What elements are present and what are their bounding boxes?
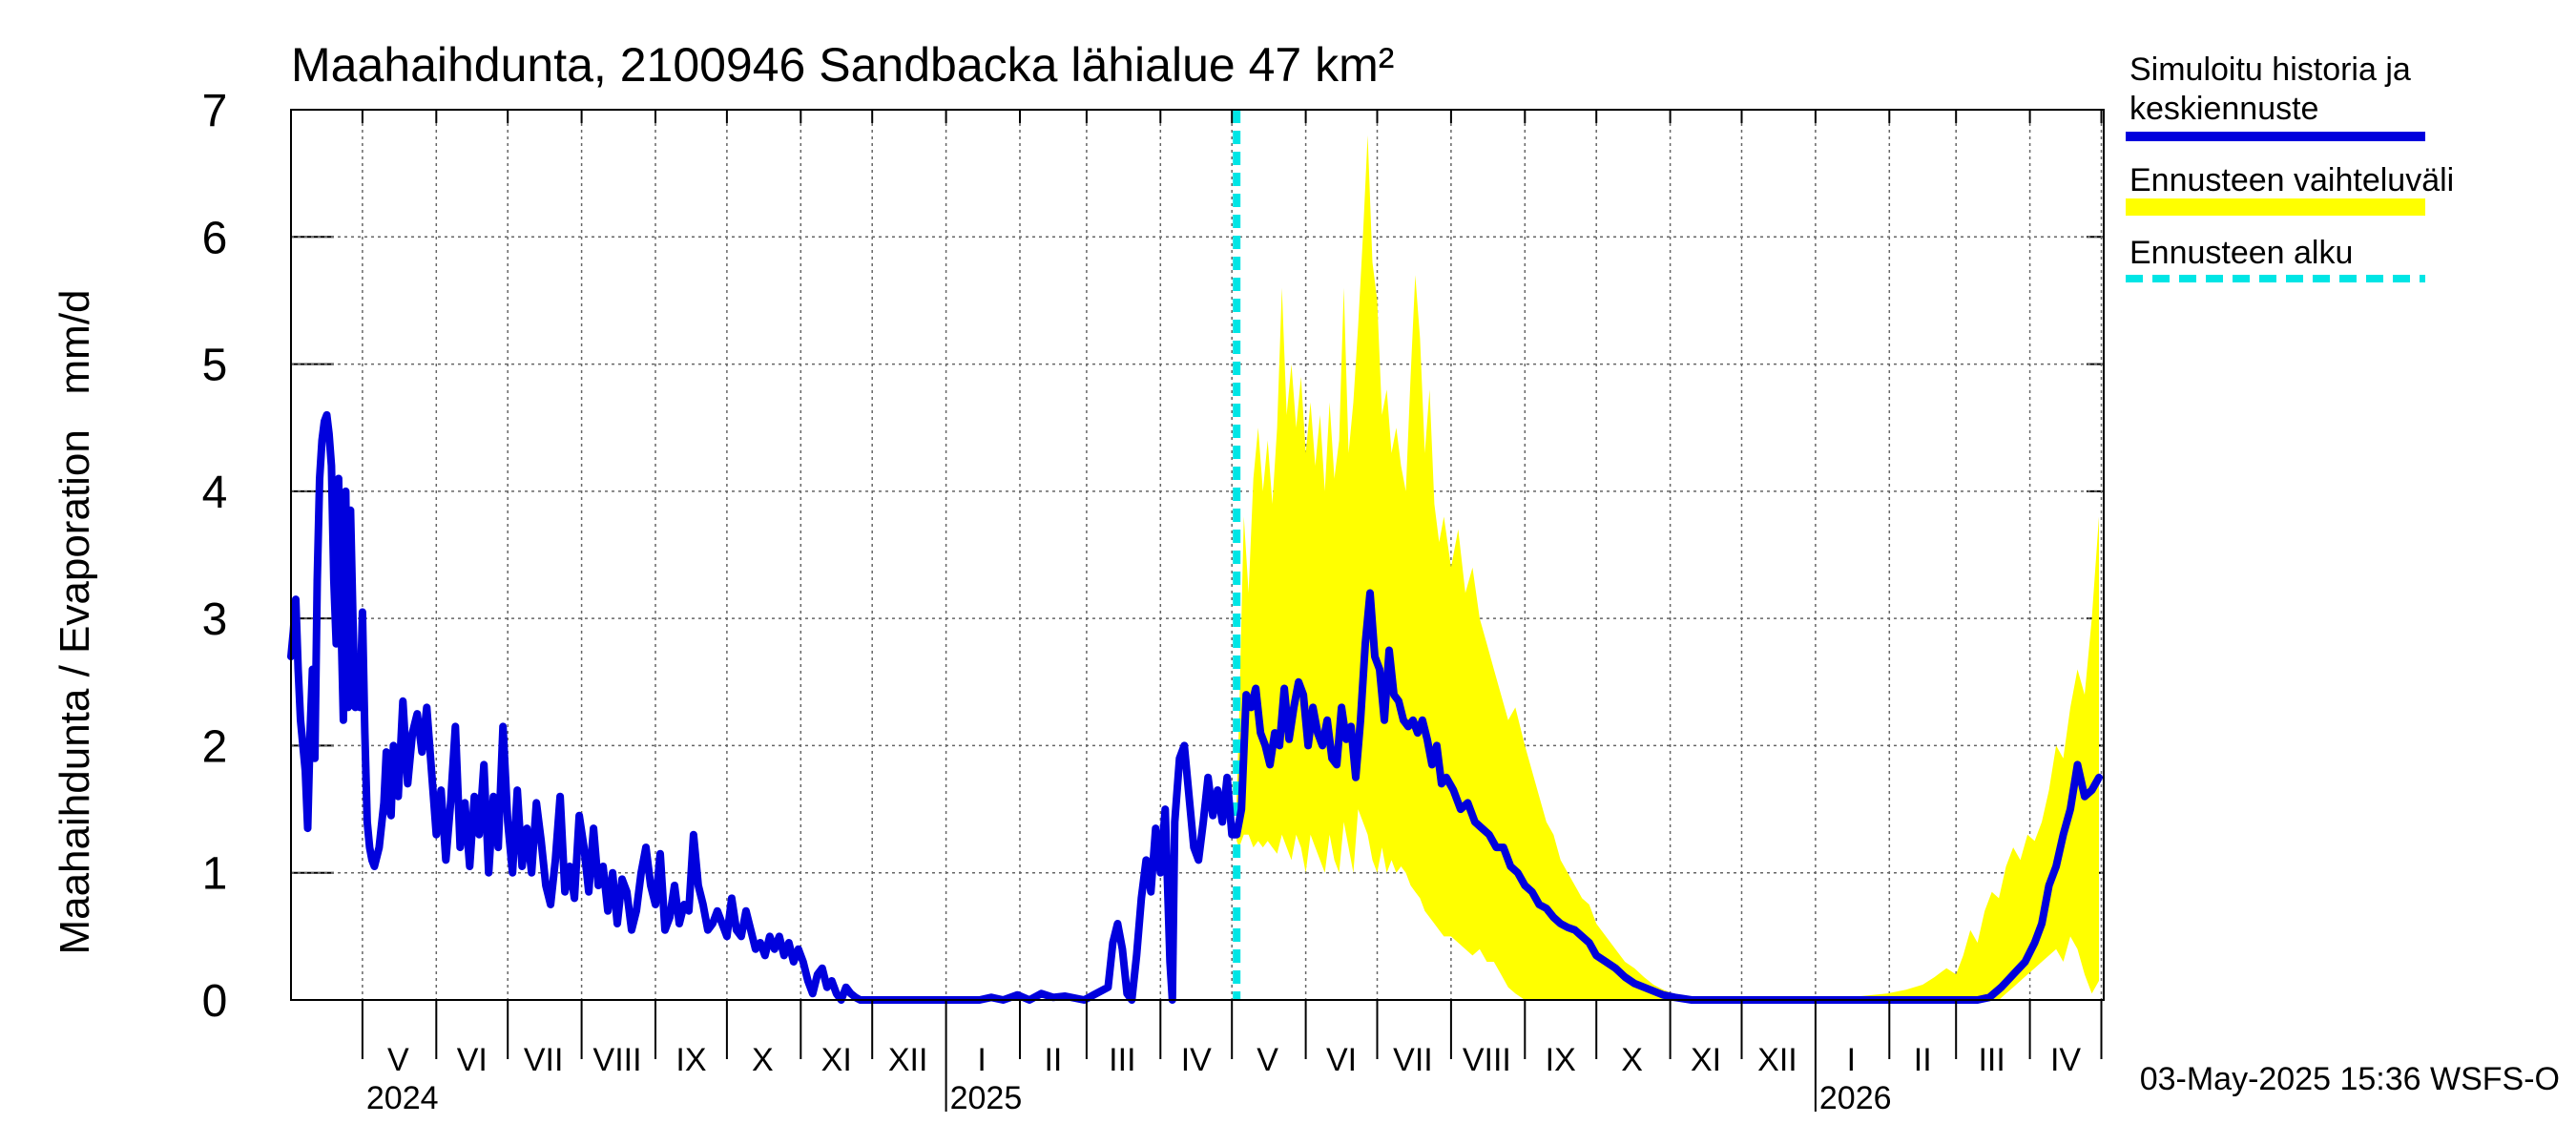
month-label: XII — [1757, 1042, 1797, 1078]
legend-label-forecast-start: Ennusteen alku — [2129, 235, 2353, 271]
y-tick-label: 6 — [202, 213, 228, 263]
year-label: 2024 — [366, 1080, 439, 1116]
month-label: II — [1044, 1042, 1062, 1078]
month-label: VII — [524, 1042, 564, 1078]
series-line-simulated — [287, 410, 2103, 1004]
legend: Simuloitu historia ja keskiennuste Ennus… — [2126, 52, 2454, 282]
y-axis-ticks: 0 1 2 3 4 5 6 7 — [202, 86, 2104, 1027]
month-label: III — [1109, 1042, 1135, 1078]
y-tick-label: 0 — [202, 976, 228, 1027]
month-label: VI — [1326, 1042, 1357, 1078]
legend-label-simulated-line2: keskiennuste — [2129, 91, 2318, 127]
y-tick-label: 4 — [202, 468, 228, 518]
year-label: 2025 — [950, 1080, 1023, 1116]
month-label: II — [1914, 1042, 1932, 1078]
month-label: XI — [821, 1042, 852, 1078]
legend-label-simulated: Simuloitu historia ja — [2129, 52, 2411, 88]
plot-area — [287, 110, 2103, 1004]
month-label: VIII — [1463, 1042, 1511, 1078]
y-axis-label: Maahaihdunta / Evaporation mm/d — [52, 289, 98, 954]
month-label: VI — [457, 1042, 488, 1078]
y-tick-label: 1 — [202, 849, 228, 900]
forecast-range-band — [1236, 135, 2099, 1000]
legend-label-range: Ennusteen vaihteluväli — [2129, 162, 2454, 198]
month-label: XI — [1691, 1042, 1721, 1078]
month-label: X — [752, 1042, 774, 1078]
month-label: VII — [1393, 1042, 1433, 1078]
month-label: X — [1621, 1042, 1643, 1078]
x-axis: V VI VII VIII IX X XI XII I II III IV V VI VII VIII IX X X… — [361, 110, 2103, 1116]
month-label: III — [1978, 1042, 2005, 1078]
month-label: I — [1847, 1042, 1856, 1078]
month-label: I — [977, 1042, 986, 1078]
y-tick-label: 7 — [202, 86, 228, 136]
month-label: IV — [1181, 1042, 1212, 1078]
year-label: 2026 — [1819, 1080, 1892, 1116]
month-label: V — [387, 1042, 409, 1078]
month-label: V — [1257, 1042, 1278, 1078]
month-label: XII — [888, 1042, 928, 1078]
chart-title: Maahaihdunta, 2100946 Sandbacka lähialue… — [291, 38, 1394, 92]
y-tick-label: 5 — [202, 341, 228, 391]
month-label: IX — [675, 1042, 706, 1078]
month-label: IV — [2050, 1042, 2081, 1078]
plot-frame — [290, 109, 2105, 1001]
y-tick-label: 2 — [202, 721, 228, 772]
y-tick-label: 3 — [202, 594, 228, 645]
month-label: IX — [1546, 1042, 1576, 1078]
footer-timestamp: 03-May-2025 15:36 WSFS-O — [2140, 1061, 2560, 1097]
month-label: VIII — [593, 1042, 642, 1078]
